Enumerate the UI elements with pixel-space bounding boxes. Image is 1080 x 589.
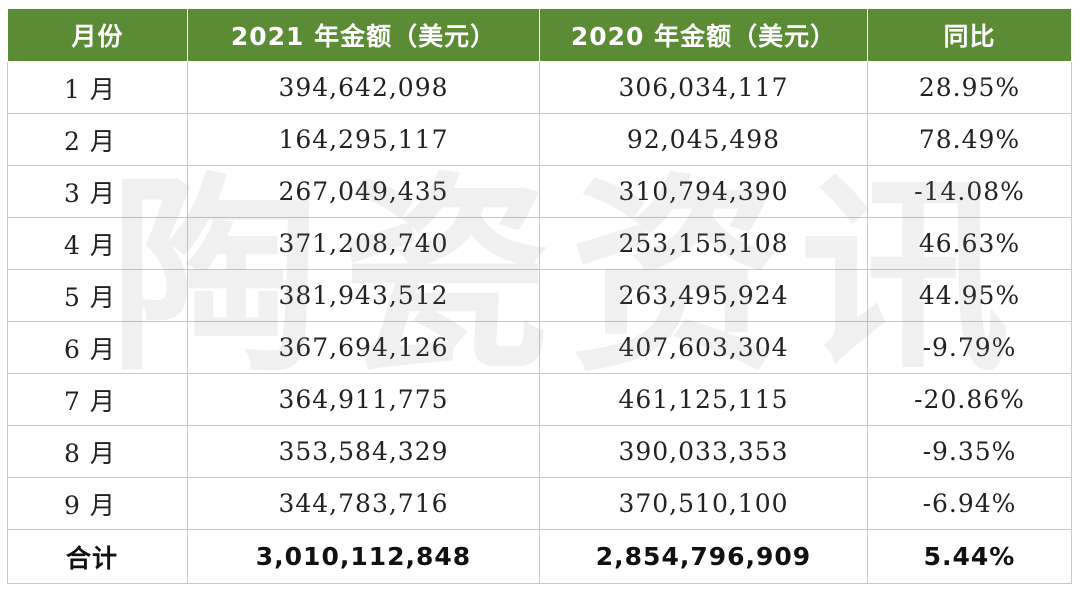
cell-2021-amount: 353,584,329: [187, 425, 540, 478]
cell-month: 8 月: [7, 425, 188, 478]
cell-2021-amount: 364,911,775: [187, 373, 540, 426]
cell-2021-amount: 344,783,716: [187, 477, 540, 530]
table-container: 月份 2021 年金额（美元） 2020 年金额（美元） 同比 1 月 394,…: [7, 8, 1072, 584]
cell-2020-amount: 92,045,498: [539, 113, 868, 166]
cell-2020-amount: 390,033,353: [539, 425, 868, 478]
table-header: 月份 2021 年金额（美元） 2020 年金额（美元） 同比: [7, 8, 1072, 62]
table-row: 8 月 353,584,329 390,033,353 -9.35%: [7, 425, 1072, 478]
cell-2021-amount: 381,943,512: [187, 269, 540, 322]
cell-month: 3 月: [7, 165, 188, 218]
cell-yoy: -20.86%: [867, 373, 1072, 426]
cell-2021-amount: 367,694,126: [187, 321, 540, 374]
table-row: 1 月 394,642,098 306,034,117 28.95%: [7, 61, 1072, 114]
table-row: 6 月 367,694,126 407,603,304 -9.79%: [7, 321, 1072, 374]
cell-month: 6 月: [7, 321, 188, 374]
cell-yoy: 46.63%: [867, 217, 1072, 270]
table-row: 3 月 267,049,435 310,794,390 -14.08%: [7, 165, 1072, 218]
cell-2020-amount: 370,510,100: [539, 477, 868, 530]
cell-yoy: -9.79%: [867, 321, 1072, 374]
cell-yoy: 78.49%: [867, 113, 1072, 166]
header-row: 月份 2021 年金额（美元） 2020 年金额（美元） 同比: [7, 8, 1072, 62]
cell-total-yoy: 5.44%: [867, 529, 1072, 584]
export-amount-table: 月份 2021 年金额（美元） 2020 年金额（美元） 同比 1 月 394,…: [7, 8, 1072, 584]
cell-2020-amount: 461,125,115: [539, 373, 868, 426]
table-row: 9 月 344,783,716 370,510,100 -6.94%: [7, 477, 1072, 530]
cell-total-2020: 2,854,796,909: [539, 529, 868, 584]
cell-yoy: 28.95%: [867, 61, 1072, 114]
cell-yoy: -6.94%: [867, 477, 1072, 530]
header-month: 月份: [7, 8, 188, 62]
cell-yoy: 44.95%: [867, 269, 1072, 322]
cell-2021-amount: 267,049,435: [187, 165, 540, 218]
table-row: 5 月 381,943,512 263,495,924 44.95%: [7, 269, 1072, 322]
cell-2020-amount: 407,603,304: [539, 321, 868, 374]
cell-month: 5 月: [7, 269, 188, 322]
cell-total-2021: 3,010,112,848: [187, 529, 540, 584]
cell-2020-amount: 306,034,117: [539, 61, 868, 114]
cell-yoy: -14.08%: [867, 165, 1072, 218]
header-yoy: 同比: [867, 8, 1072, 62]
cell-month: 7 月: [7, 373, 188, 426]
cell-2021-amount: 371,208,740: [187, 217, 540, 270]
cell-2020-amount: 253,155,108: [539, 217, 868, 270]
table-row: 4 月 371,208,740 253,155,108 46.63%: [7, 217, 1072, 270]
table-row: 2 月 164,295,117 92,045,498 78.49%: [7, 113, 1072, 166]
cell-month: 9 月: [7, 477, 188, 530]
cell-total-label: 合计: [7, 529, 188, 584]
table-row: 7 月 364,911,775 461,125,115 -20.86%: [7, 373, 1072, 426]
cell-yoy: -9.35%: [867, 425, 1072, 478]
header-2021-amount: 2021 年金额（美元）: [187, 8, 540, 62]
cell-2021-amount: 164,295,117: [187, 113, 540, 166]
table-body: 1 月 394,642,098 306,034,117 28.95% 2 月 1…: [7, 61, 1072, 584]
cell-2020-amount: 263,495,924: [539, 269, 868, 322]
cell-month: 1 月: [7, 61, 188, 114]
cell-month: 2 月: [7, 113, 188, 166]
cell-2021-amount: 394,642,098: [187, 61, 540, 114]
cell-2020-amount: 310,794,390: [539, 165, 868, 218]
header-2020-amount: 2020 年金额（美元）: [539, 8, 868, 62]
cell-month: 4 月: [7, 217, 188, 270]
total-row: 合计 3,010,112,848 2,854,796,909 5.44%: [7, 529, 1072, 584]
